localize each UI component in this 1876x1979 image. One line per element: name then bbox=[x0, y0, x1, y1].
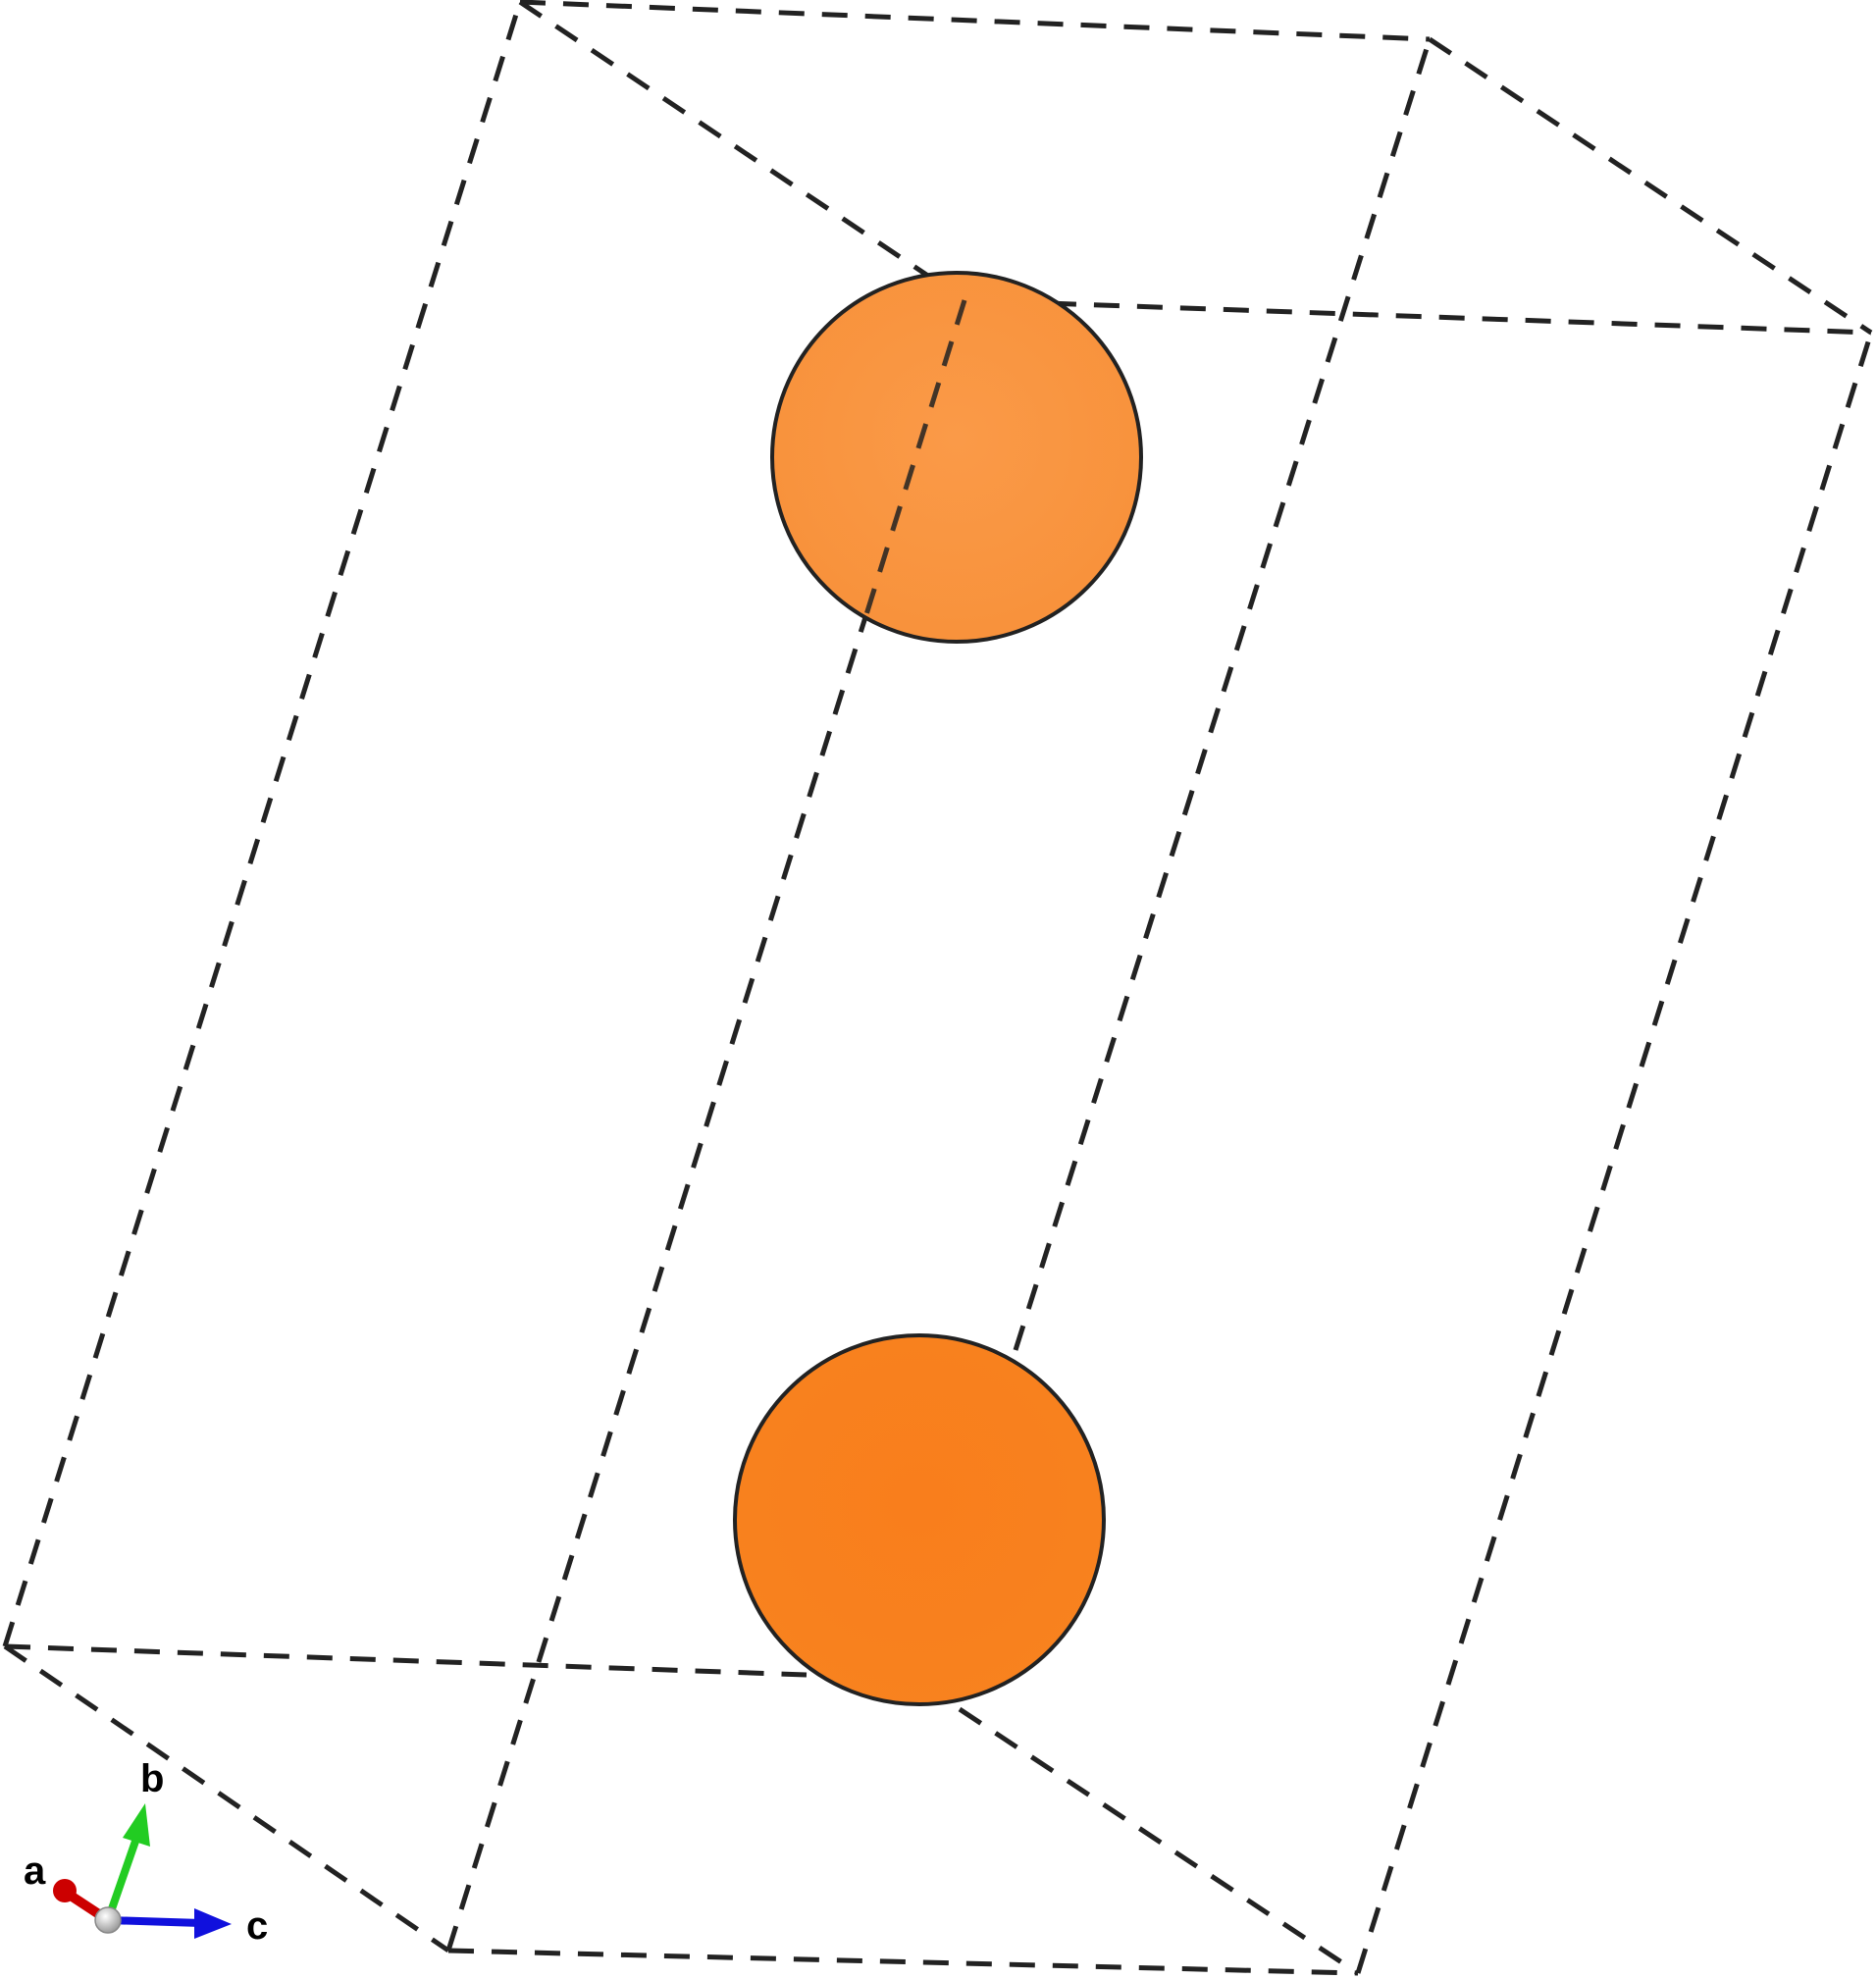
cell-edge bbox=[447, 1948, 1359, 1976]
c-axis-label: c bbox=[246, 1904, 268, 1948]
cell-edge bbox=[1355, 332, 1874, 1974]
a-axis-arrowhead bbox=[53, 1879, 77, 1902]
cell-edge bbox=[519, 0, 1431, 42]
cell-edge bbox=[860, 299, 967, 625]
c-axis-arrow bbox=[107, 1916, 202, 1927]
b-axis-arrowhead bbox=[123, 1803, 150, 1847]
cell-edge bbox=[958, 1706, 1360, 1976]
cell-edge bbox=[964, 297, 1872, 336]
a-axis-label: a bbox=[24, 1849, 46, 1893]
axis-origin bbox=[94, 1906, 122, 1934]
axis-indicator: a b c bbox=[24, 1757, 268, 1948]
cell-edge bbox=[1013, 38, 1433, 1351]
b-axis-arrow bbox=[104, 1831, 142, 1922]
cell-edge bbox=[2, 1, 523, 1647]
c-axis-arrowhead bbox=[194, 1908, 232, 1939]
atom-sphere[interactable] bbox=[733, 1333, 1106, 1706]
atom-sphere[interactable] bbox=[770, 271, 1143, 644]
cell-edge bbox=[1428, 36, 1873, 336]
b-axis-label: b bbox=[140, 1757, 164, 1800]
cell-edge bbox=[518, 0, 966, 303]
cell-edge bbox=[4, 1643, 808, 1678]
cell-edge bbox=[3, 1643, 450, 1953]
